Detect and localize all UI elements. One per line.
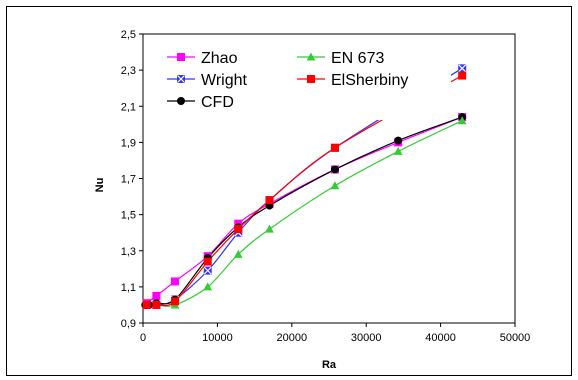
data-point-zhao [152,291,161,300]
legend-entry-en-673: EN 673 [297,50,384,67]
data-point-cfd [330,165,339,174]
y-tick-label: 1,5 [121,210,136,222]
x-axis-ticks: 0 10000 20000 30000 40000 50000 [140,323,530,344]
legend-swatch-marker [177,97,185,105]
legend-label: EN 673 [331,50,384,67]
y-axis-ticks: 0,9 1,1 1,3 1,5 1,7 1,9 2,1 2,3 2,5 [121,29,143,330]
series-markers [141,64,467,309]
legend-entry-zhao: Zhao [167,50,238,67]
data-point-en-673 [457,116,467,125]
data-point-elsherbiny [203,257,212,266]
data-point-elsherbiny [234,225,243,234]
legend-label: ElSherbiny [331,72,408,89]
legend-entry-wright: Wright [167,72,247,89]
legend-label: CFD [201,94,234,111]
x-tick-label: 20000 [277,332,308,344]
legend-label: Zhao [201,50,238,67]
data-point-en-673 [393,146,403,155]
y-tick-label: 2,5 [121,29,136,41]
legend-swatch-marker [307,75,315,83]
legend-swatch-marker [306,52,316,61]
x-tick-label: 10000 [202,332,233,344]
y-axis-label: Nu [94,178,106,193]
legend-label: Wright [201,72,247,89]
data-point-zhao [170,277,179,286]
data-point-elsherbiny [458,71,467,80]
y-tick-label: 1,7 [121,174,136,186]
data-point-wright [458,64,467,73]
data-point-elsherbiny [330,143,339,152]
data-point-elsherbiny [170,297,179,306]
legend-swatch-marker [177,53,185,61]
data-point-wright [203,266,212,275]
y-tick-label: 1,1 [121,282,136,294]
y-tick-label: 1,3 [121,246,136,258]
y-tick-label: 0,9 [121,318,136,330]
legend-entry-cfd: CFD [167,94,234,111]
data-point-elsherbiny [265,196,274,205]
data-point-elsherbiny [142,300,151,309]
y-tick-label: 2,1 [121,101,136,113]
data-point-cfd [394,136,403,145]
line-chart: 0,9 1,1 1,3 1,5 1,7 1,9 2,1 2,3 2,5 0 10000 20000 3… [94,29,530,371]
y-tick-label: 1,9 [121,137,136,149]
legend-swatch-marker [177,75,185,83]
x-axis-label: Ra [322,359,337,371]
data-point-en-673 [203,282,213,291]
chart-frame: 0,9 1,1 1,3 1,5 1,7 1,9 2,1 2,3 2,5 0 10000 20000 3… [6,6,572,376]
x-tick-label: 0 [140,332,146,344]
y-tick-label: 2,3 [121,65,136,77]
data-point-en-673 [265,224,274,233]
data-point-elsherbiny [152,300,161,309]
x-tick-label: 30000 [351,332,382,344]
legend-background [159,40,451,120]
x-tick-label: 50000 [500,332,531,344]
data-point-en-673 [233,249,243,258]
data-point-en-673 [330,181,340,190]
legend: Zhao EN 673 Wright ElSherbiny CFD [159,40,451,120]
legend-entry-elsherbiny: ElSherbiny [297,72,408,89]
x-tick-label: 40000 [425,332,456,344]
